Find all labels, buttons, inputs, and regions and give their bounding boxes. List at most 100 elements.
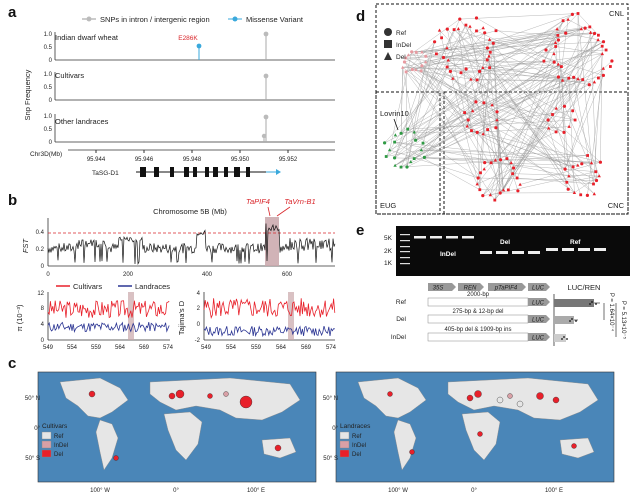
network-edge xyxy=(477,20,564,81)
network-node xyxy=(445,27,449,31)
network-node xyxy=(560,65,563,68)
network-node xyxy=(594,178,599,183)
network-edge xyxy=(477,132,480,190)
network-edge xyxy=(402,67,416,141)
network-edge xyxy=(421,149,588,156)
network-edge xyxy=(487,59,569,190)
network-node xyxy=(404,70,408,74)
panel-c-letter: c xyxy=(8,355,17,372)
network-edge xyxy=(557,20,564,36)
network-node xyxy=(567,76,571,80)
network-edge xyxy=(472,75,604,112)
network-node xyxy=(468,24,472,28)
network-node xyxy=(597,174,601,178)
fst-xtick: 0 xyxy=(46,272,50,278)
network-node xyxy=(464,23,468,27)
network-edge xyxy=(471,130,601,163)
network-edge xyxy=(568,78,575,193)
lat-tick: 50° S xyxy=(323,456,338,462)
network-node xyxy=(505,157,509,160)
network-node xyxy=(495,118,499,122)
network-edge xyxy=(384,32,485,144)
network-edge xyxy=(512,173,600,177)
svg-text:95.950: 95.950 xyxy=(231,157,250,163)
network-edge xyxy=(400,25,467,168)
svg-text:InDel: InDel xyxy=(391,334,407,341)
luc-bar-del xyxy=(554,316,574,324)
network-edge xyxy=(558,39,570,177)
construct-row-ref: Ref 2000-bp LUC xyxy=(396,292,550,307)
network-node xyxy=(542,59,546,63)
chr-axis-label: Chr3D(Mb) xyxy=(30,151,62,158)
network-node xyxy=(556,38,560,42)
network-node xyxy=(476,176,480,180)
svg-text:LUC: LUC xyxy=(532,318,545,324)
network-edge xyxy=(394,39,559,143)
network-node xyxy=(383,141,387,145)
network-edge xyxy=(402,67,480,72)
network-edge xyxy=(553,53,559,65)
network-node xyxy=(488,193,492,197)
network-edge xyxy=(471,130,574,168)
network-node xyxy=(547,126,551,130)
network-node xyxy=(592,80,597,84)
map-legend-indel: InDel xyxy=(54,443,68,449)
taj-ytick: -2 xyxy=(195,338,201,344)
svg-text:LUC: LUC xyxy=(532,286,545,292)
network-node xyxy=(420,50,424,54)
eug-label: EUG xyxy=(380,201,396,210)
ytick: 1.0 xyxy=(44,32,53,38)
network-node xyxy=(601,73,605,77)
network-edge xyxy=(545,20,564,51)
gene1-label: TaPIF4 xyxy=(246,197,270,206)
network-node xyxy=(420,64,424,68)
panel-a-letter: a xyxy=(8,4,17,21)
gene-label: TaSG-D1 xyxy=(92,170,119,177)
pvalue-del: P = 1.64×10⁻⁴ xyxy=(608,293,615,332)
lovrin10-label: Lovrin10 xyxy=(380,109,409,118)
network-node xyxy=(399,165,403,169)
fst-xtick: 200 xyxy=(123,272,134,278)
svg-text:554: 554 xyxy=(226,345,237,351)
network-edge xyxy=(482,32,485,68)
network-edge xyxy=(564,82,595,170)
network-edge xyxy=(469,26,485,103)
mutation-label: E286K xyxy=(178,35,198,42)
network-edge xyxy=(406,28,558,73)
taj-ytick: 2 xyxy=(197,306,201,312)
network-edge xyxy=(478,177,597,181)
lon-tick: 0° xyxy=(173,488,179,494)
lat-tick: 50° N xyxy=(323,396,338,402)
network-node xyxy=(481,65,485,69)
network-node xyxy=(601,66,605,70)
legend-missense-marker xyxy=(232,16,238,22)
network-node xyxy=(481,194,485,198)
network-edge xyxy=(577,13,599,36)
pvalue-indel: P = 5.13×10⁻⁵ xyxy=(620,301,627,340)
network-node xyxy=(409,160,413,164)
network-node xyxy=(471,109,475,113)
svg-text:35S: 35S xyxy=(433,286,444,292)
network-node xyxy=(481,132,485,136)
network-edge xyxy=(415,77,574,141)
panel-a: SNPs in intron / intergenic region Misse… xyxy=(23,15,335,177)
network-edge xyxy=(421,65,565,133)
network-edge xyxy=(484,162,596,172)
network-edge xyxy=(476,17,562,67)
network-edge xyxy=(490,53,603,196)
network-node xyxy=(410,67,414,72)
network-node xyxy=(592,192,596,196)
lon-tick: 100° W xyxy=(90,488,110,494)
network-node xyxy=(488,66,491,70)
panel-d-letter: d xyxy=(356,8,366,25)
network-node xyxy=(583,26,587,30)
network-edge xyxy=(489,14,573,68)
pi-ylabel: π (10⁻³) xyxy=(15,304,24,332)
chr-axis-ticks: 95.944 95.946 95.948 95.950 95.952 xyxy=(87,150,298,163)
network-edge xyxy=(446,47,576,121)
network-node xyxy=(572,190,577,194)
network-node xyxy=(456,27,461,31)
legend-indel-square xyxy=(384,40,392,48)
network-edge xyxy=(406,14,573,73)
network-node xyxy=(576,163,580,167)
